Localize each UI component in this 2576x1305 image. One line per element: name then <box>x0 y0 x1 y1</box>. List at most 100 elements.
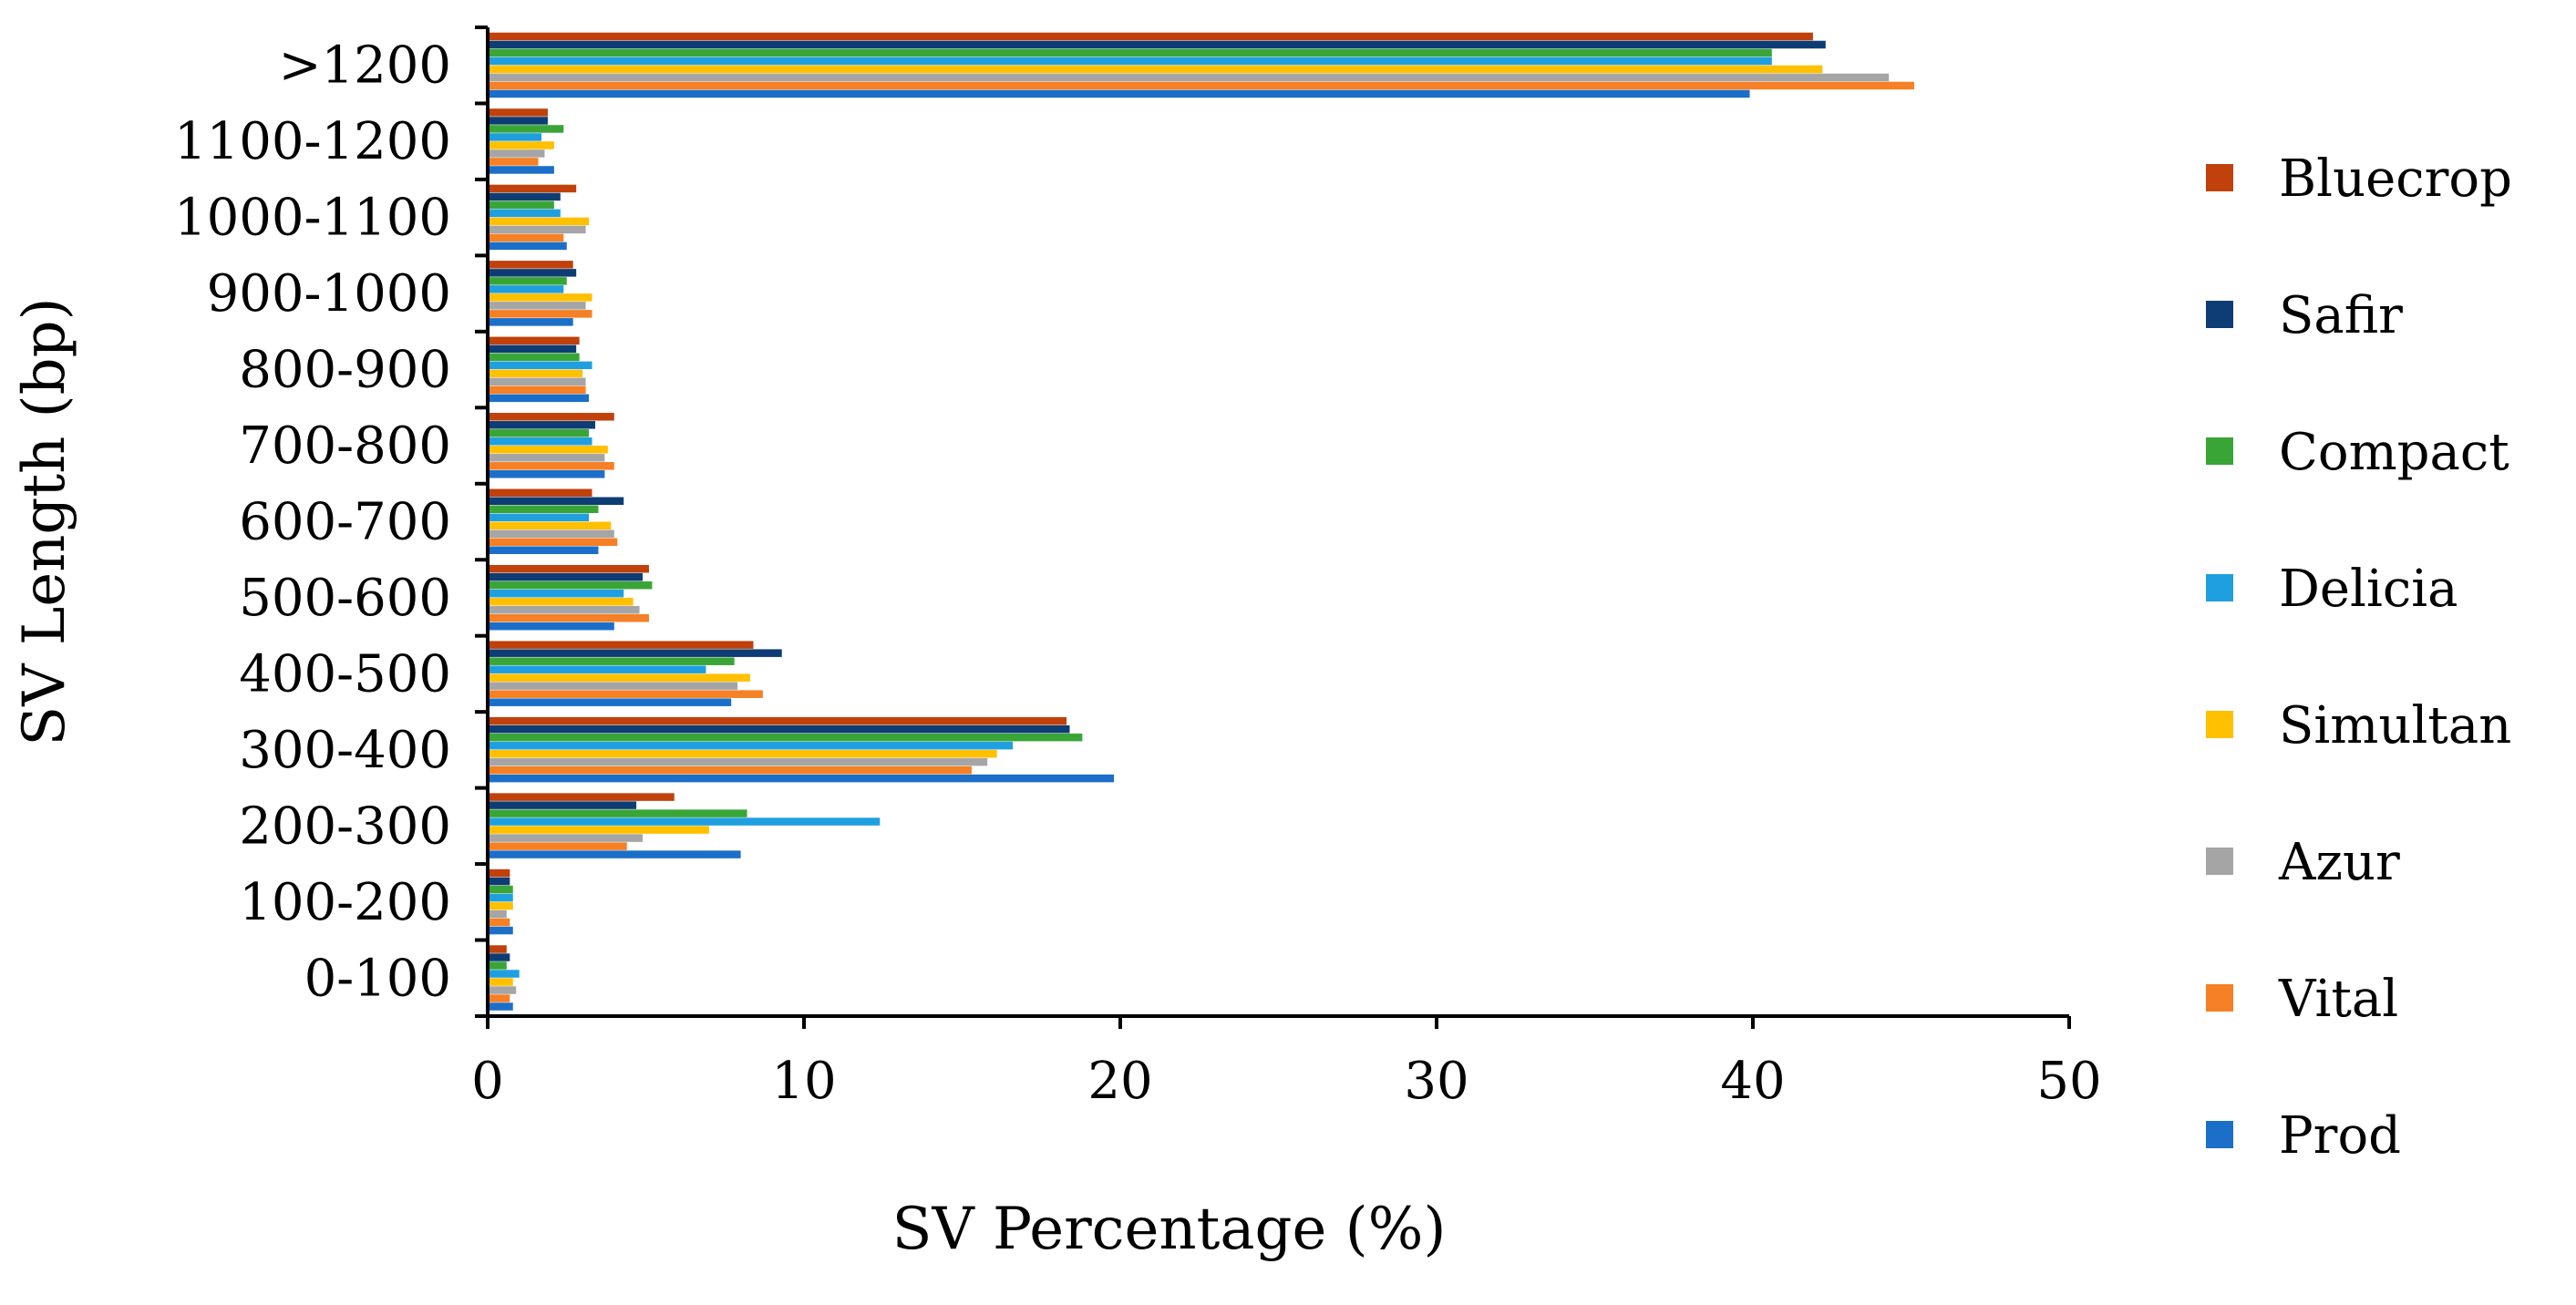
y-ticks-group: 0-100 100-200 200-300 300-400 400-500 500-600… <box>174 26 488 1018</box>
bar-vital-600-700 <box>488 538 618 546</box>
bar-delicia-300-400 <box>488 741 1014 750</box>
x-ticks-group: 0 10 20 30 40 50 <box>471 1016 2102 1111</box>
bar-bluecrop-100-200 <box>488 868 510 878</box>
bar-delicia-1000-1100 <box>488 209 561 218</box>
bar-delicia-0-100 <box>488 970 520 978</box>
bar-simultan-300-400 <box>488 749 997 758</box>
bar-delicia->1200 <box>488 57 1772 66</box>
bar-vital-700-800 <box>488 462 614 470</box>
bar-bluecrop-200-300 <box>488 793 675 801</box>
bar-bluecrop-800-900 <box>488 336 580 345</box>
bar-azur-800-900 <box>488 377 586 386</box>
bar-compact-300-400 <box>488 733 1083 742</box>
bar-delicia-500-600 <box>488 589 624 598</box>
y-tick-label: 1100-1200 <box>174 112 451 171</box>
bar-bluecrop-400-500 <box>488 641 754 649</box>
y-tick-label: 900-1000 <box>207 264 451 324</box>
bar-bluecrop-0-100 <box>488 945 507 953</box>
bar-delicia-700-800 <box>488 437 592 446</box>
bar-bluecrop->1200 <box>488 32 1813 41</box>
bar-simultan-200-300 <box>488 826 709 834</box>
bar-delicia-400-500 <box>488 665 706 673</box>
legend-swatch-compact <box>2206 437 2233 465</box>
bar-safir-400-500 <box>488 649 782 657</box>
bar-vital-100-200 <box>488 918 510 927</box>
bar-safir-200-300 <box>488 801 637 809</box>
bar-delicia-100-200 <box>488 893 513 902</box>
legend-swatch-vital <box>2206 984 2233 1012</box>
y-tick-label: 500-600 <box>239 569 451 628</box>
bar-delicia-800-900 <box>488 361 592 370</box>
bar-vital-1100-1200 <box>488 158 539 166</box>
bar-vital-300-400 <box>488 766 972 775</box>
bar-prod-1000-1100 <box>488 241 567 251</box>
bar-simultan-800-900 <box>488 369 583 378</box>
bar-compact-800-900 <box>488 353 580 362</box>
bar-simultan-500-600 <box>488 597 634 606</box>
bar-compact-900-1000 <box>488 277 567 285</box>
bar-vital-500-600 <box>488 613 649 622</box>
x-tick-label: 40 <box>1720 1052 1785 1111</box>
bar-bluecrop-1000-1100 <box>488 184 577 193</box>
bar-prod-700-800 <box>488 470 605 478</box>
bar-vital-400-500 <box>488 690 763 698</box>
bar-prod-0-100 <box>488 1002 513 1011</box>
bar-bluecrop-1100-1200 <box>488 108 548 117</box>
bar-azur-1100-1200 <box>488 149 545 158</box>
y-tick-label: 400-500 <box>239 644 451 704</box>
bar-compact-600-700 <box>488 505 599 513</box>
bar-delicia-1100-1200 <box>488 133 541 141</box>
bar-azur-300-400 <box>488 757 988 766</box>
legend-swatch-simultan <box>2206 711 2233 738</box>
bar-simultan-0-100 <box>488 978 513 986</box>
bar-safir-500-600 <box>488 572 644 581</box>
y-tick-label: >1200 <box>279 36 451 96</box>
bar-azur-600-700 <box>488 529 614 538</box>
bar-bluecrop-900-1000 <box>488 261 573 269</box>
bar-simultan->1200 <box>488 65 1823 74</box>
bar-compact-400-500 <box>488 657 735 665</box>
bar-safir-700-800 <box>488 421 595 429</box>
x-tick-label: 10 <box>771 1052 836 1111</box>
bar-prod-600-700 <box>488 546 599 554</box>
legend-swatch-delicia <box>2206 574 2233 601</box>
y-tick-label: 200-300 <box>239 796 451 856</box>
legend-label-simultan: Simultan <box>2279 696 2511 755</box>
bar-azur-100-200 <box>488 909 507 919</box>
bar-delicia-200-300 <box>488 817 881 826</box>
bar-safir-900-1000 <box>488 269 577 277</box>
bar-compact-1100-1200 <box>488 125 564 133</box>
bar-bluecrop-700-800 <box>488 413 614 421</box>
bar-simultan-600-700 <box>488 521 612 529</box>
bar-simultan-100-200 <box>488 901 513 910</box>
bar-prod-800-900 <box>488 394 590 403</box>
bar-compact-1000-1100 <box>488 200 554 210</box>
legend-label-prod: Prod <box>2279 1106 2401 1166</box>
bar-safir-800-900 <box>488 344 577 354</box>
bar-vital-900-1000 <box>488 310 592 318</box>
y-tick-label: 800-900 <box>239 341 451 400</box>
bar-azur-500-600 <box>488 605 640 614</box>
bar-safir-1100-1200 <box>488 117 548 125</box>
bar-vital-200-300 <box>488 842 627 850</box>
bar-safir->1200 <box>488 40 1826 49</box>
y-tick-label: 100-200 <box>239 873 451 932</box>
bar-prod-300-400 <box>488 774 1115 783</box>
bar-azur-0-100 <box>488 986 517 994</box>
bar-safir-600-700 <box>488 497 624 505</box>
bar-azur->1200 <box>488 73 1890 82</box>
bar-simultan-900-1000 <box>488 293 592 302</box>
bar-simultan-400-500 <box>488 673 751 682</box>
legend-label-azur: Azur <box>2278 833 2400 892</box>
bar-azur-400-500 <box>488 682 738 690</box>
bar-bluecrop-600-700 <box>488 488 592 497</box>
bars-group <box>488 32 1914 1011</box>
bar-compact-500-600 <box>488 581 653 590</box>
y-tick-label: 300-400 <box>239 721 451 780</box>
bar-simultan-700-800 <box>488 446 608 454</box>
legend-label-bluecrop: Bluecrop <box>2279 149 2512 209</box>
legend: Bluecrop Safir Compact Delicia Simultan Azur V… <box>2206 149 2512 1166</box>
bar-compact-100-200 <box>488 885 513 894</box>
bar-vital->1200 <box>488 81 1914 90</box>
bar-safir-300-400 <box>488 724 1070 734</box>
